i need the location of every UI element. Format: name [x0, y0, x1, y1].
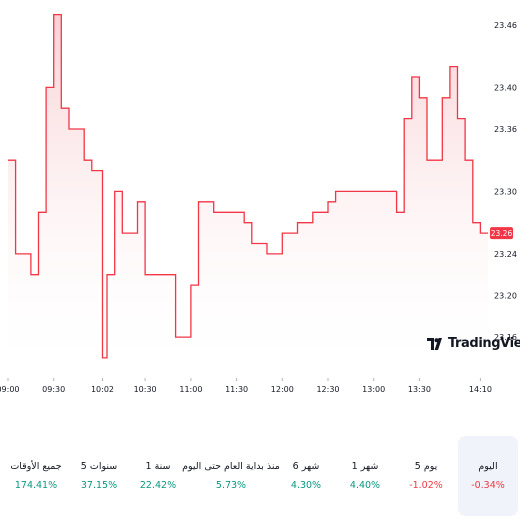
perf-period-value: 4.30% — [290, 480, 322, 491]
perf-period-7[interactable]: جميع الأوقات 174.41% — [1, 436, 71, 516]
y-tick-label: 23.16 — [494, 333, 517, 342]
x-tick-label: 12:00 — [271, 385, 294, 394]
price-area-fill — [8, 14, 488, 360]
perf-period-label: 1 سنة — [145, 461, 171, 472]
x-tick-label: 11:00 — [179, 385, 202, 394]
perf-period-value: -1.02% — [409, 480, 443, 491]
x-tick-label: 13:30 — [408, 385, 431, 394]
perf-period-5[interactable]: 1 سنة 22.42% — [128, 436, 188, 516]
tradingview-watermark: TradingView — [427, 336, 520, 351]
x-tick-label: 12:30 — [316, 385, 339, 394]
perf-period-label: 5 يوم — [414, 461, 438, 472]
perf-period-2[interactable]: 1 شهر 4.40% — [335, 436, 395, 516]
price-chart[interactable]: 23.46 23.40 23.36 23.30 23.24 23.20 23.16 09:0… — [0, 0, 520, 400]
price-line — [8, 13, 488, 359]
y-tick-label: 23.24 — [494, 250, 517, 259]
x-tick-label: 11:30 — [225, 385, 248, 394]
y-tick-label: 23.36 — [494, 125, 517, 134]
perf-period-4[interactable]: منذ بداية العام حتى اليوم 5.73% — [176, 436, 286, 516]
y-tick-label: 23.30 — [494, 187, 517, 196]
perf-period-label: 6 شهر — [292, 461, 320, 472]
y-tick-label: 23.20 — [494, 292, 517, 301]
perf-period-label: اليوم — [478, 461, 498, 472]
perf-period-label: منذ بداية العام حتى اليوم — [182, 461, 280, 472]
x-tick-label: 14:10 — [469, 385, 492, 394]
price-chart-svg[interactable]: 23.46 23.40 23.36 23.30 23.24 23.20 23.16 09:0… — [0, 0, 520, 400]
perf-period-value: 4.40% — [349, 480, 381, 491]
x-tick-label: 09:30 — [42, 385, 65, 394]
perf-period-0[interactable]: اليوم -0.34% — [458, 436, 518, 516]
x-tick-label: 10:30 — [134, 385, 157, 394]
perf-period-value: 37.15% — [80, 480, 118, 491]
y-tick-label: 23.46 — [494, 21, 517, 30]
last-price-label: 23.26 — [491, 229, 513, 238]
y-tick-label: 23.40 — [494, 83, 517, 92]
perf-period-value: -0.34% — [471, 480, 505, 491]
perf-period-value: 174.41% — [14, 480, 58, 491]
perf-period-label: جميع الأوقات — [10, 461, 62, 472]
x-tick-label: 13:00 — [362, 385, 385, 394]
x-tick-label: 10:02 — [91, 385, 114, 394]
watermark-text: TradingView — [448, 336, 520, 351]
perf-period-1[interactable]: 5 يوم -1.02% — [396, 436, 456, 516]
perf-period-label: 5 سنوات — [80, 461, 118, 472]
perf-period-value: 22.42% — [139, 480, 177, 491]
tradingview-logo-icon — [427, 337, 442, 350]
perf-period-label: 1 شهر — [351, 461, 379, 472]
perf-period-6[interactable]: 5 سنوات 37.15% — [69, 436, 129, 516]
perf-period-3[interactable]: 6 شهر 4.30% — [276, 436, 336, 516]
perf-period-value: 5.73% — [215, 480, 247, 491]
x-tick-label: 09:00 — [0, 385, 20, 394]
last-price-tag — [490, 227, 513, 240]
performance-strip: اليوم -0.34% 5 يوم -1.02% 1 شهر 4.40% 6 شهر 4.3… — [0, 436, 520, 520]
